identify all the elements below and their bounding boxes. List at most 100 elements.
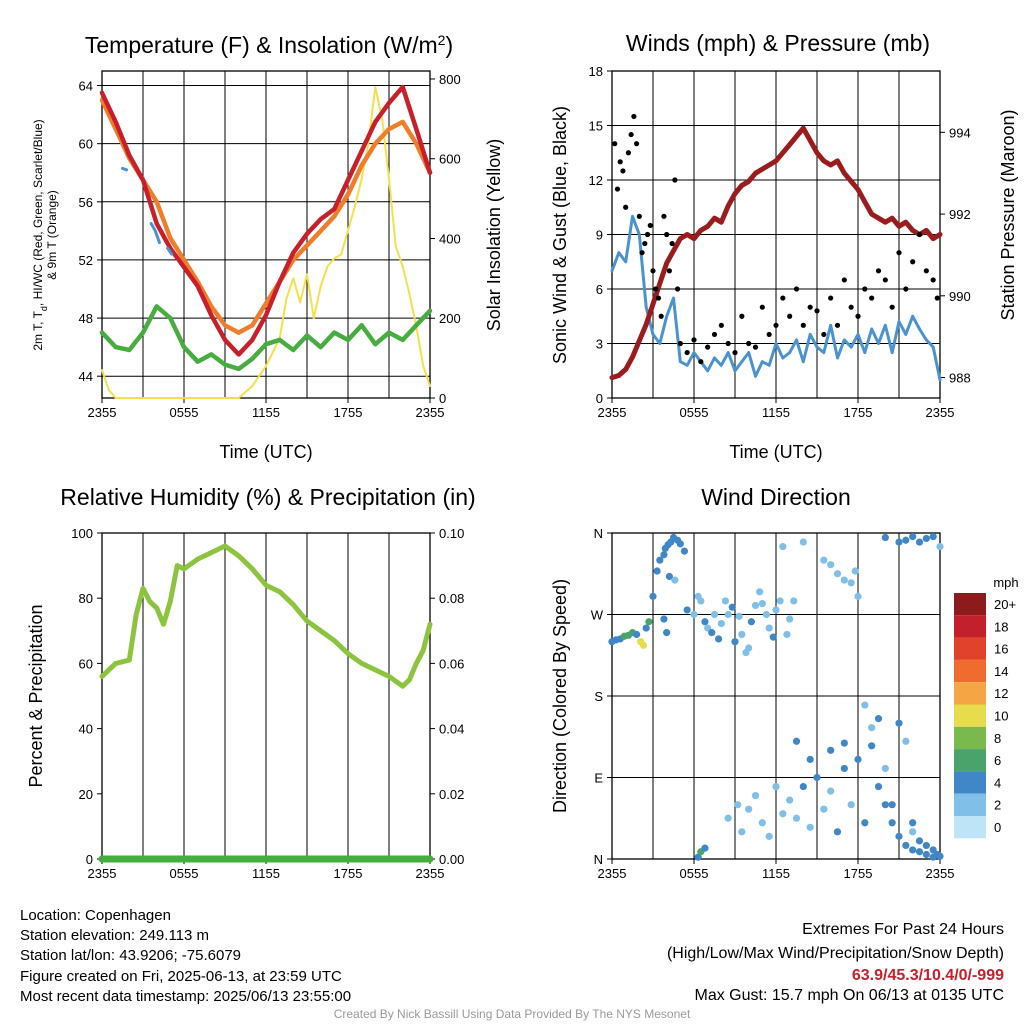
dew-series-point bbox=[222, 362, 228, 367]
wind-series-point bbox=[767, 363, 771, 367]
y-tick-label: 60 bbox=[79, 137, 93, 152]
colorbar-title: mph bbox=[993, 575, 1018, 590]
wind-series-point bbox=[754, 374, 757, 378]
gust-point bbox=[759, 304, 765, 310]
direction-point bbox=[895, 538, 903, 546]
y2-tick-label: 990 bbox=[949, 289, 971, 304]
rh-series-point bbox=[236, 553, 241, 559]
y-tick-label: E bbox=[594, 771, 603, 786]
pressure-series-point bbox=[910, 228, 915, 233]
direction-point bbox=[731, 638, 739, 646]
x-tick-label: 1755 bbox=[334, 866, 363, 881]
solar-series-point bbox=[360, 177, 363, 180]
gust-point bbox=[644, 231, 651, 238]
direction-point bbox=[728, 603, 736, 611]
gust-point bbox=[661, 213, 667, 219]
extremes-title: Extremes For Past 24 Hours bbox=[802, 921, 1004, 938]
rh-series-point bbox=[427, 622, 433, 627]
gust-point bbox=[910, 259, 916, 265]
wind-series-point bbox=[610, 269, 614, 273]
pressure-series-point bbox=[609, 375, 615, 380]
direction-point bbox=[827, 561, 835, 569]
pressure-series-point bbox=[760, 166, 765, 172]
direction-point bbox=[874, 715, 883, 723]
solar-series-point bbox=[299, 301, 302, 304]
y2-tick-label: 994 bbox=[949, 125, 971, 140]
gust-point bbox=[766, 331, 772, 338]
wind-series-point bbox=[788, 351, 792, 354]
x-tick-label: 2355 bbox=[88, 405, 117, 420]
temp-series-point bbox=[386, 100, 392, 106]
gust-point bbox=[848, 304, 854, 310]
rh-series-point bbox=[133, 612, 139, 617]
colorbar-label: 4 bbox=[994, 775, 1001, 790]
gust-point bbox=[896, 250, 902, 256]
colorbar-swatch bbox=[954, 726, 986, 750]
direction-point bbox=[663, 629, 671, 637]
gust-point bbox=[672, 177, 678, 183]
colorbar-swatch bbox=[954, 749, 986, 772]
direction-point bbox=[895, 832, 903, 840]
gust-point bbox=[612, 141, 618, 147]
wind-series-point bbox=[883, 323, 887, 327]
direction-point bbox=[786, 615, 794, 623]
wind-series-point bbox=[678, 360, 682, 364]
solar-series-point bbox=[429, 385, 431, 388]
temp-series-point bbox=[181, 265, 187, 270]
rh-series-point bbox=[291, 602, 296, 607]
rh-series-point bbox=[168, 599, 173, 604]
panel-title: Winds (mph) & Pressure (mb) bbox=[626, 30, 930, 56]
colorbar-swatch bbox=[954, 659, 986, 683]
pressure-series-point bbox=[650, 301, 656, 307]
direction-point bbox=[851, 567, 859, 575]
direction-point bbox=[840, 739, 848, 747]
gust-point bbox=[625, 150, 632, 156]
x-axis-label: Time (UTC) bbox=[219, 442, 312, 462]
title-text: Temperature (F) & Insolation (W/m bbox=[85, 32, 438, 58]
temp-series-point bbox=[414, 127, 419, 132]
pressure-series-point bbox=[616, 373, 622, 378]
wind-series-point bbox=[706, 369, 710, 373]
dew-series-point bbox=[140, 330, 146, 335]
direction-point bbox=[751, 792, 760, 800]
wind-series-point bbox=[897, 320, 901, 324]
solar-series-point bbox=[374, 85, 377, 88]
direction-point bbox=[783, 630, 791, 639]
gust-point bbox=[718, 322, 724, 328]
temperature-panel: 2355 0555 1155 1755 2355 44 48 52 56 60 64 0 200 400 6… bbox=[31, 32, 504, 462]
gust-point bbox=[675, 286, 681, 292]
direction-point bbox=[683, 606, 691, 614]
gust-point bbox=[647, 222, 653, 229]
direction-point bbox=[922, 534, 930, 543]
temp-series-point bbox=[318, 217, 323, 222]
direction-point bbox=[929, 533, 937, 541]
wind-series-point bbox=[637, 233, 641, 236]
temp-series-point bbox=[209, 313, 214, 318]
direction-point bbox=[779, 810, 787, 818]
gust-point bbox=[691, 337, 697, 343]
pressure-series-point bbox=[855, 187, 861, 192]
pressure-series-point bbox=[787, 142, 792, 147]
wind-series-point bbox=[747, 351, 751, 354]
gust-point bbox=[639, 250, 645, 256]
colorbar-swatch bbox=[954, 816, 986, 839]
rh-series-point bbox=[386, 674, 392, 679]
gust-point bbox=[634, 141, 640, 147]
wind-series-point bbox=[808, 333, 812, 336]
pressure-series-point bbox=[739, 183, 745, 188]
direction-point bbox=[881, 533, 889, 542]
temp-series-point bbox=[400, 84, 405, 90]
pressure-series-point bbox=[876, 215, 881, 221]
dew-series-point bbox=[250, 356, 255, 361]
y-axis-label-line2: & 9m T (Orange) bbox=[45, 190, 59, 280]
gust-point bbox=[725, 340, 731, 347]
direction-point bbox=[806, 823, 814, 831]
dew-series-point bbox=[181, 345, 187, 350]
wetbulb-series-point bbox=[332, 214, 337, 219]
wind-series-point bbox=[624, 260, 628, 264]
solar-series-point bbox=[224, 397, 226, 399]
y2-axis-label: Station Pressure (Maroon) bbox=[998, 109, 1018, 320]
rh-series-point bbox=[304, 618, 310, 624]
direction-point bbox=[710, 610, 719, 619]
direction-point bbox=[827, 787, 835, 795]
